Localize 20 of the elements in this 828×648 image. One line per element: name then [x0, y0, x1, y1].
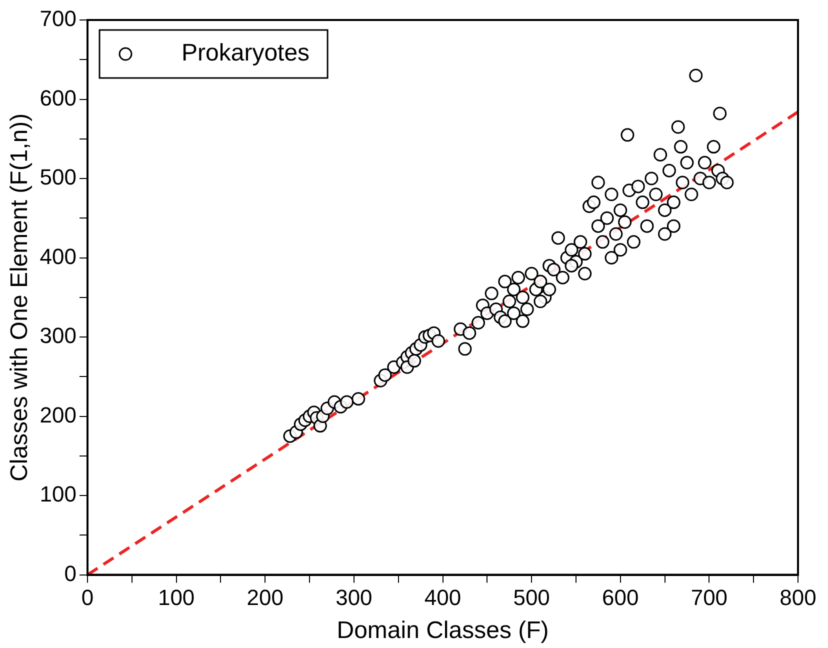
y-axis-title: Classes with One Element (F(1,n)) — [6, 113, 34, 482]
x-tick-label: 500 — [513, 585, 550, 610]
y-tick-label: 200 — [40, 402, 77, 428]
x-tick-label: 300 — [336, 585, 372, 610]
x-tick-label: 400 — [424, 585, 462, 610]
x-tick-label: 200 — [246, 585, 284, 610]
x-axis-title: Domain Classes (F) — [336, 617, 549, 644]
x-tick-label: 800 — [780, 585, 816, 610]
y-tick-label: 300 — [40, 323, 77, 348]
x-tick-label: 0 — [81, 585, 94, 610]
x-tick-label: 100 — [158, 585, 195, 610]
x-tick-label: 600 — [602, 585, 639, 610]
y-tick-label: 400 — [40, 244, 77, 269]
y-tick-label: 600 — [40, 85, 77, 110]
y-tick-label: 700 — [40, 6, 77, 32]
legend-label: Prokaryotes — [182, 40, 310, 67]
x-tick-label: 700 — [690, 585, 728, 610]
y-tick-label: 100 — [40, 482, 77, 507]
y-tick-label: 0 — [64, 560, 77, 586]
y-tick-label: 500 — [40, 164, 77, 190]
